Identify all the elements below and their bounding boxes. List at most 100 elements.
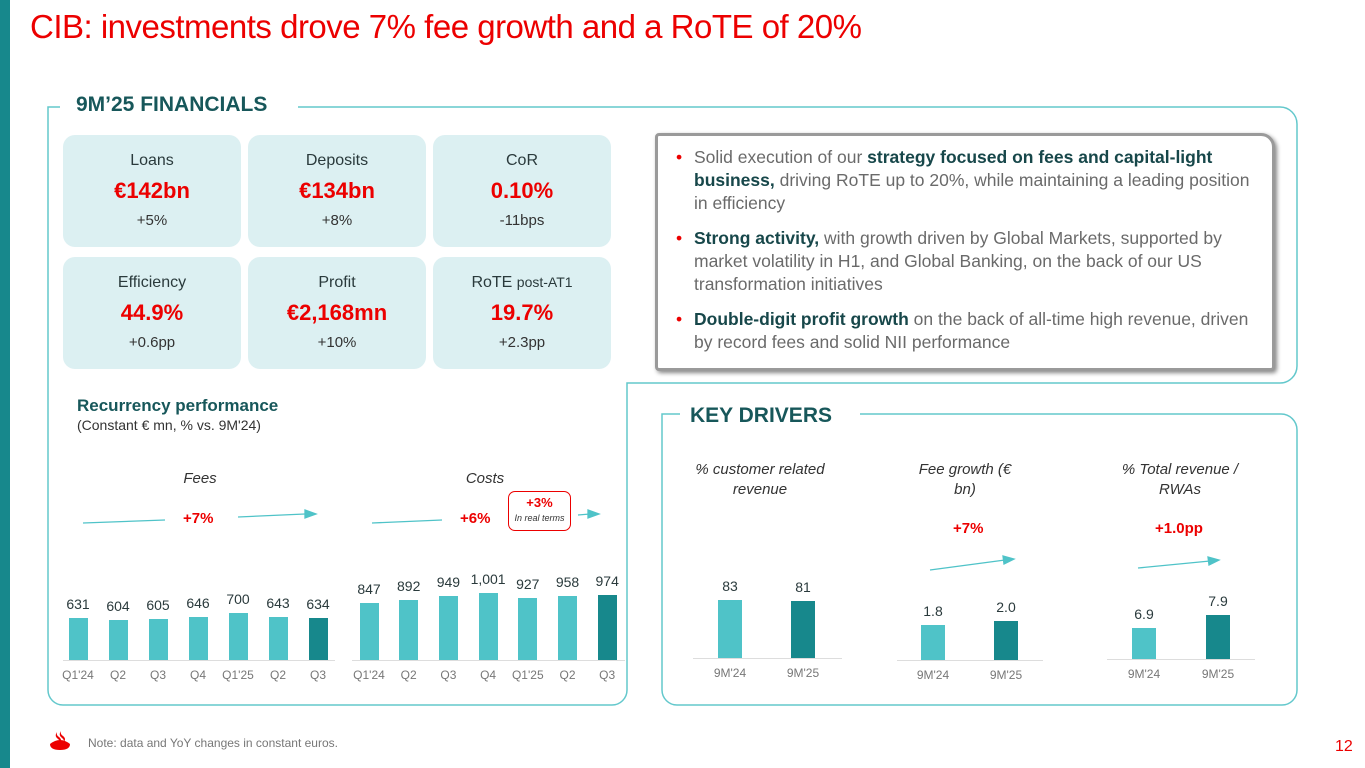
kpi-change: +2.3pp — [498, 334, 546, 351]
kpi-tile-rote: RoTE post-AT1 19.7% +2.3pp — [433, 257, 611, 369]
bar — [108, 619, 128, 660]
bar-value-label: 958 — [555, 573, 580, 590]
kpi-tile-loans: Loans €142bn +5% — [63, 135, 241, 247]
bullet-item: Solid execution of our strategy focused … — [676, 146, 1260, 215]
x-tick-label: Q2 — [109, 668, 126, 682]
key-drivers-heading: KEY DRIVERS — [680, 404, 842, 428]
x-tick-label: Q3 — [440, 668, 457, 682]
x-tick-label: Q1'24 — [62, 668, 94, 682]
kpi-change: -11bps — [499, 212, 545, 229]
kpi-change: +8% — [321, 212, 353, 229]
chart-baseline — [352, 660, 625, 661]
x-tick-label: Q3 — [149, 668, 166, 682]
kpi-tile-deposits: Deposits €134bn +8% — [248, 135, 426, 247]
recurrency-title: Recurrency performance — [77, 396, 279, 415]
kpi-label-main: RoTE — [471, 274, 513, 291]
bar-value-label: 1.8 — [923, 602, 943, 619]
bar-value-label: 643 — [266, 594, 290, 611]
kpi-value: 0.10% — [490, 178, 554, 203]
chart-baseline — [1107, 659, 1255, 660]
costs-real-terms-callout: +3% In real terms — [508, 491, 571, 531]
bar-value-label: 7.9 — [1208, 592, 1228, 609]
x-tick-label: Q2 — [400, 668, 417, 682]
bullet-bold: strategy focused on fees and capital-lig… — [694, 147, 1213, 190]
bar-value-label: 631 — [66, 595, 90, 612]
kpi-tile-cor: CoR 0.10% -11bps — [433, 135, 611, 247]
bar — [148, 619, 168, 660]
fee-growth-chart-title: Fee growth (€ bn) — [918, 461, 1012, 498]
highlights-box: Solid execution of our strategy focused … — [655, 133, 1275, 371]
bar-value-label: 634 — [306, 595, 330, 612]
x-tick-label: Q2 — [559, 668, 576, 682]
callout-text: In real terms — [514, 513, 565, 523]
kpi-change: +0.6pp — [128, 334, 176, 351]
bullet-item: Double-digit profit growth on the back o… — [676, 308, 1260, 354]
financials-heading: 9M’25 FINANCIALS — [66, 93, 278, 117]
revenue-rwa-change: +1.0pp — [1155, 520, 1203, 537]
kpi-value: €2,168mn — [286, 300, 388, 325]
bar — [597, 594, 617, 660]
side-accent-bar — [0, 0, 10, 768]
kpi-tile-profit: Profit €2,168mn +10% — [248, 257, 426, 369]
bar-value-label: 83 — [722, 577, 738, 594]
bar — [994, 621, 1018, 660]
x-tick-label: Q1'25 — [222, 668, 254, 682]
bullet-text: Solid execution of our — [694, 147, 868, 167]
page-title: CIB: investments drove 7% fee growth and… — [30, 8, 862, 45]
kpi-value: €134bn — [299, 178, 375, 203]
santander-logo-icon — [50, 731, 70, 750]
bullet-item: Strong activity, with growth driven by G… — [676, 227, 1260, 296]
kpi-label: Profit — [318, 274, 356, 291]
kpi-label: CoR — [505, 152, 538, 169]
bar — [518, 597, 538, 660]
bar — [359, 603, 379, 660]
bar-value-label: 847 — [357, 581, 381, 598]
chart-baseline — [693, 658, 842, 659]
page-number: 12 — [1335, 738, 1353, 755]
bar-value-label: 604 — [106, 597, 130, 614]
x-tick-label: Q4 — [480, 668, 497, 682]
bar — [478, 592, 498, 660]
bar-value-label: 974 — [595, 572, 619, 589]
bar-value-label: 6.9 — [1134, 605, 1154, 622]
bar-value-label: 81 — [795, 579, 811, 596]
bullet-text: with growth driven by Global Markets, su… — [694, 228, 1222, 294]
bar — [921, 624, 945, 660]
bar — [399, 600, 419, 660]
bar — [68, 617, 88, 660]
x-tick-label: Q1'25 — [511, 668, 544, 682]
costs-chart-title: Costs — [465, 470, 505, 487]
x-tick-label: Q3 — [309, 668, 326, 682]
bar — [558, 595, 577, 660]
bar-value-label: 2.0 — [996, 599, 1016, 615]
bar — [1206, 614, 1230, 659]
bar-value-label: 605 — [146, 597, 170, 614]
bullet-text: driving RoTE up to 20%, while maintainin… — [694, 170, 1250, 213]
bar — [791, 601, 815, 658]
bar-value-label: 949 — [436, 574, 461, 591]
x-tick-label: 9M'25 — [786, 666, 820, 680]
x-tick-label: 9M'25 — [989, 668, 1023, 682]
recurrency-subtitle: (Constant € mn, % vs. 9M'24) — [77, 417, 261, 433]
bar — [1132, 627, 1156, 659]
costs-growth: +6% — [460, 510, 491, 527]
kpi-label: Efficiency — [117, 274, 187, 291]
kpi-label-suffix: post-AT1 — [516, 274, 573, 290]
bar — [438, 596, 458, 660]
footnote: Note: data and YoY changes in constant e… — [88, 736, 338, 750]
bar-value-label: 646 — [186, 594, 210, 611]
x-tick-label: Q1'24 — [353, 668, 385, 682]
x-tick-label: 9M'25 — [1201, 667, 1235, 681]
x-tick-label: 9M'24 — [1127, 667, 1161, 681]
kpi-label: Loans — [130, 152, 174, 169]
revenue-rwa-chart-title: % Total revenue / RWAs — [1121, 461, 1239, 498]
bar-value-label: 700 — [226, 591, 250, 608]
kpi-change: +10% — [317, 334, 357, 351]
bar-value-label: 927 — [516, 575, 540, 592]
kpi-value: €142bn — [114, 178, 190, 203]
bar — [188, 616, 208, 660]
bullet-bold: Double-digit profit growth — [694, 309, 909, 329]
kpi-tile-efficiency: Efficiency 44.9% +0.6pp — [63, 257, 241, 369]
x-tick-label: 9M'24 — [916, 668, 950, 682]
x-tick-label: Q2 — [269, 668, 286, 682]
